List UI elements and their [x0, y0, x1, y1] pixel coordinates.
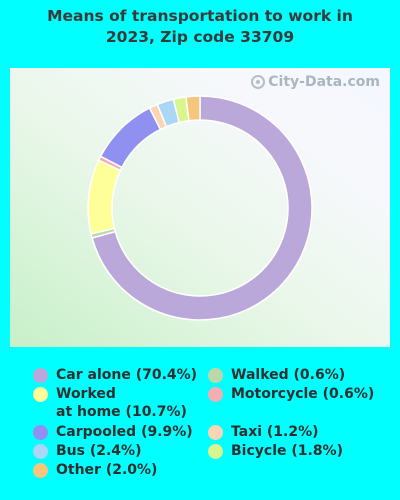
legend-label: Worked at home (10.7%) [56, 386, 187, 420]
donut-slice-2 [87, 159, 122, 235]
chart-title-line-1: Means of transportation to work in [47, 7, 353, 25]
donut-slice-4 [99, 106, 162, 169]
legend-item: Motorcycle (0.6%) [208, 385, 374, 403]
legend-label: Other (2.0%) [56, 462, 158, 478]
legend-label: Walked (0.6%) [231, 367, 346, 383]
legend-label: Motorcycle (0.6%) [231, 386, 375, 402]
chart-title: Means of transportation to work in 2023,… [0, 6, 400, 48]
legend-item: Walked (0.6%) [208, 366, 345, 384]
legend-swatch [33, 387, 48, 402]
donut-slice-0 [91, 95, 313, 321]
legend-label: Taxi (1.2%) [231, 424, 319, 440]
legend-item: Car alone (70.4%) [33, 366, 197, 384]
legend-item: Taxi (1.2%) [208, 423, 319, 441]
legend-swatch [208, 387, 223, 402]
legend-swatch [33, 368, 48, 383]
chart-title-line-2: 2023, Zip code 33709 [105, 28, 295, 46]
legend-label: Bus (2.4%) [56, 443, 142, 459]
legend-swatch [208, 444, 223, 459]
legend-item: Other (2.0%) [33, 461, 157, 479]
legend-swatch [208, 425, 223, 440]
legend-swatch [33, 444, 48, 459]
watermark-text: City-Data.com [268, 74, 380, 90]
legend-swatch [208, 368, 223, 383]
watermark: City-Data.com [251, 74, 380, 90]
legend: Car alone (70.4%) Walked (0.6%) Worked at … [0, 366, 400, 486]
donut-chart [87, 95, 313, 321]
legend-item: Bicycle (1.8%) [208, 442, 343, 460]
donut-slice-8 [185, 95, 201, 122]
city-data-logo-icon [251, 75, 266, 89]
legend-label: Bicycle (1.8%) [231, 443, 343, 459]
legend-swatch [33, 425, 48, 440]
plot-area: City-Data.com [10, 68, 390, 347]
legend-label: Car alone (70.4%) [56, 367, 198, 383]
legend-item: Bus (2.4%) [33, 442, 141, 460]
legend-label: Carpooled (9.9%) [56, 424, 193, 440]
legend-item: Worked at home (10.7%) [33, 385, 187, 421]
legend-swatch [33, 463, 48, 478]
legend-item: Carpooled (9.9%) [33, 423, 193, 441]
